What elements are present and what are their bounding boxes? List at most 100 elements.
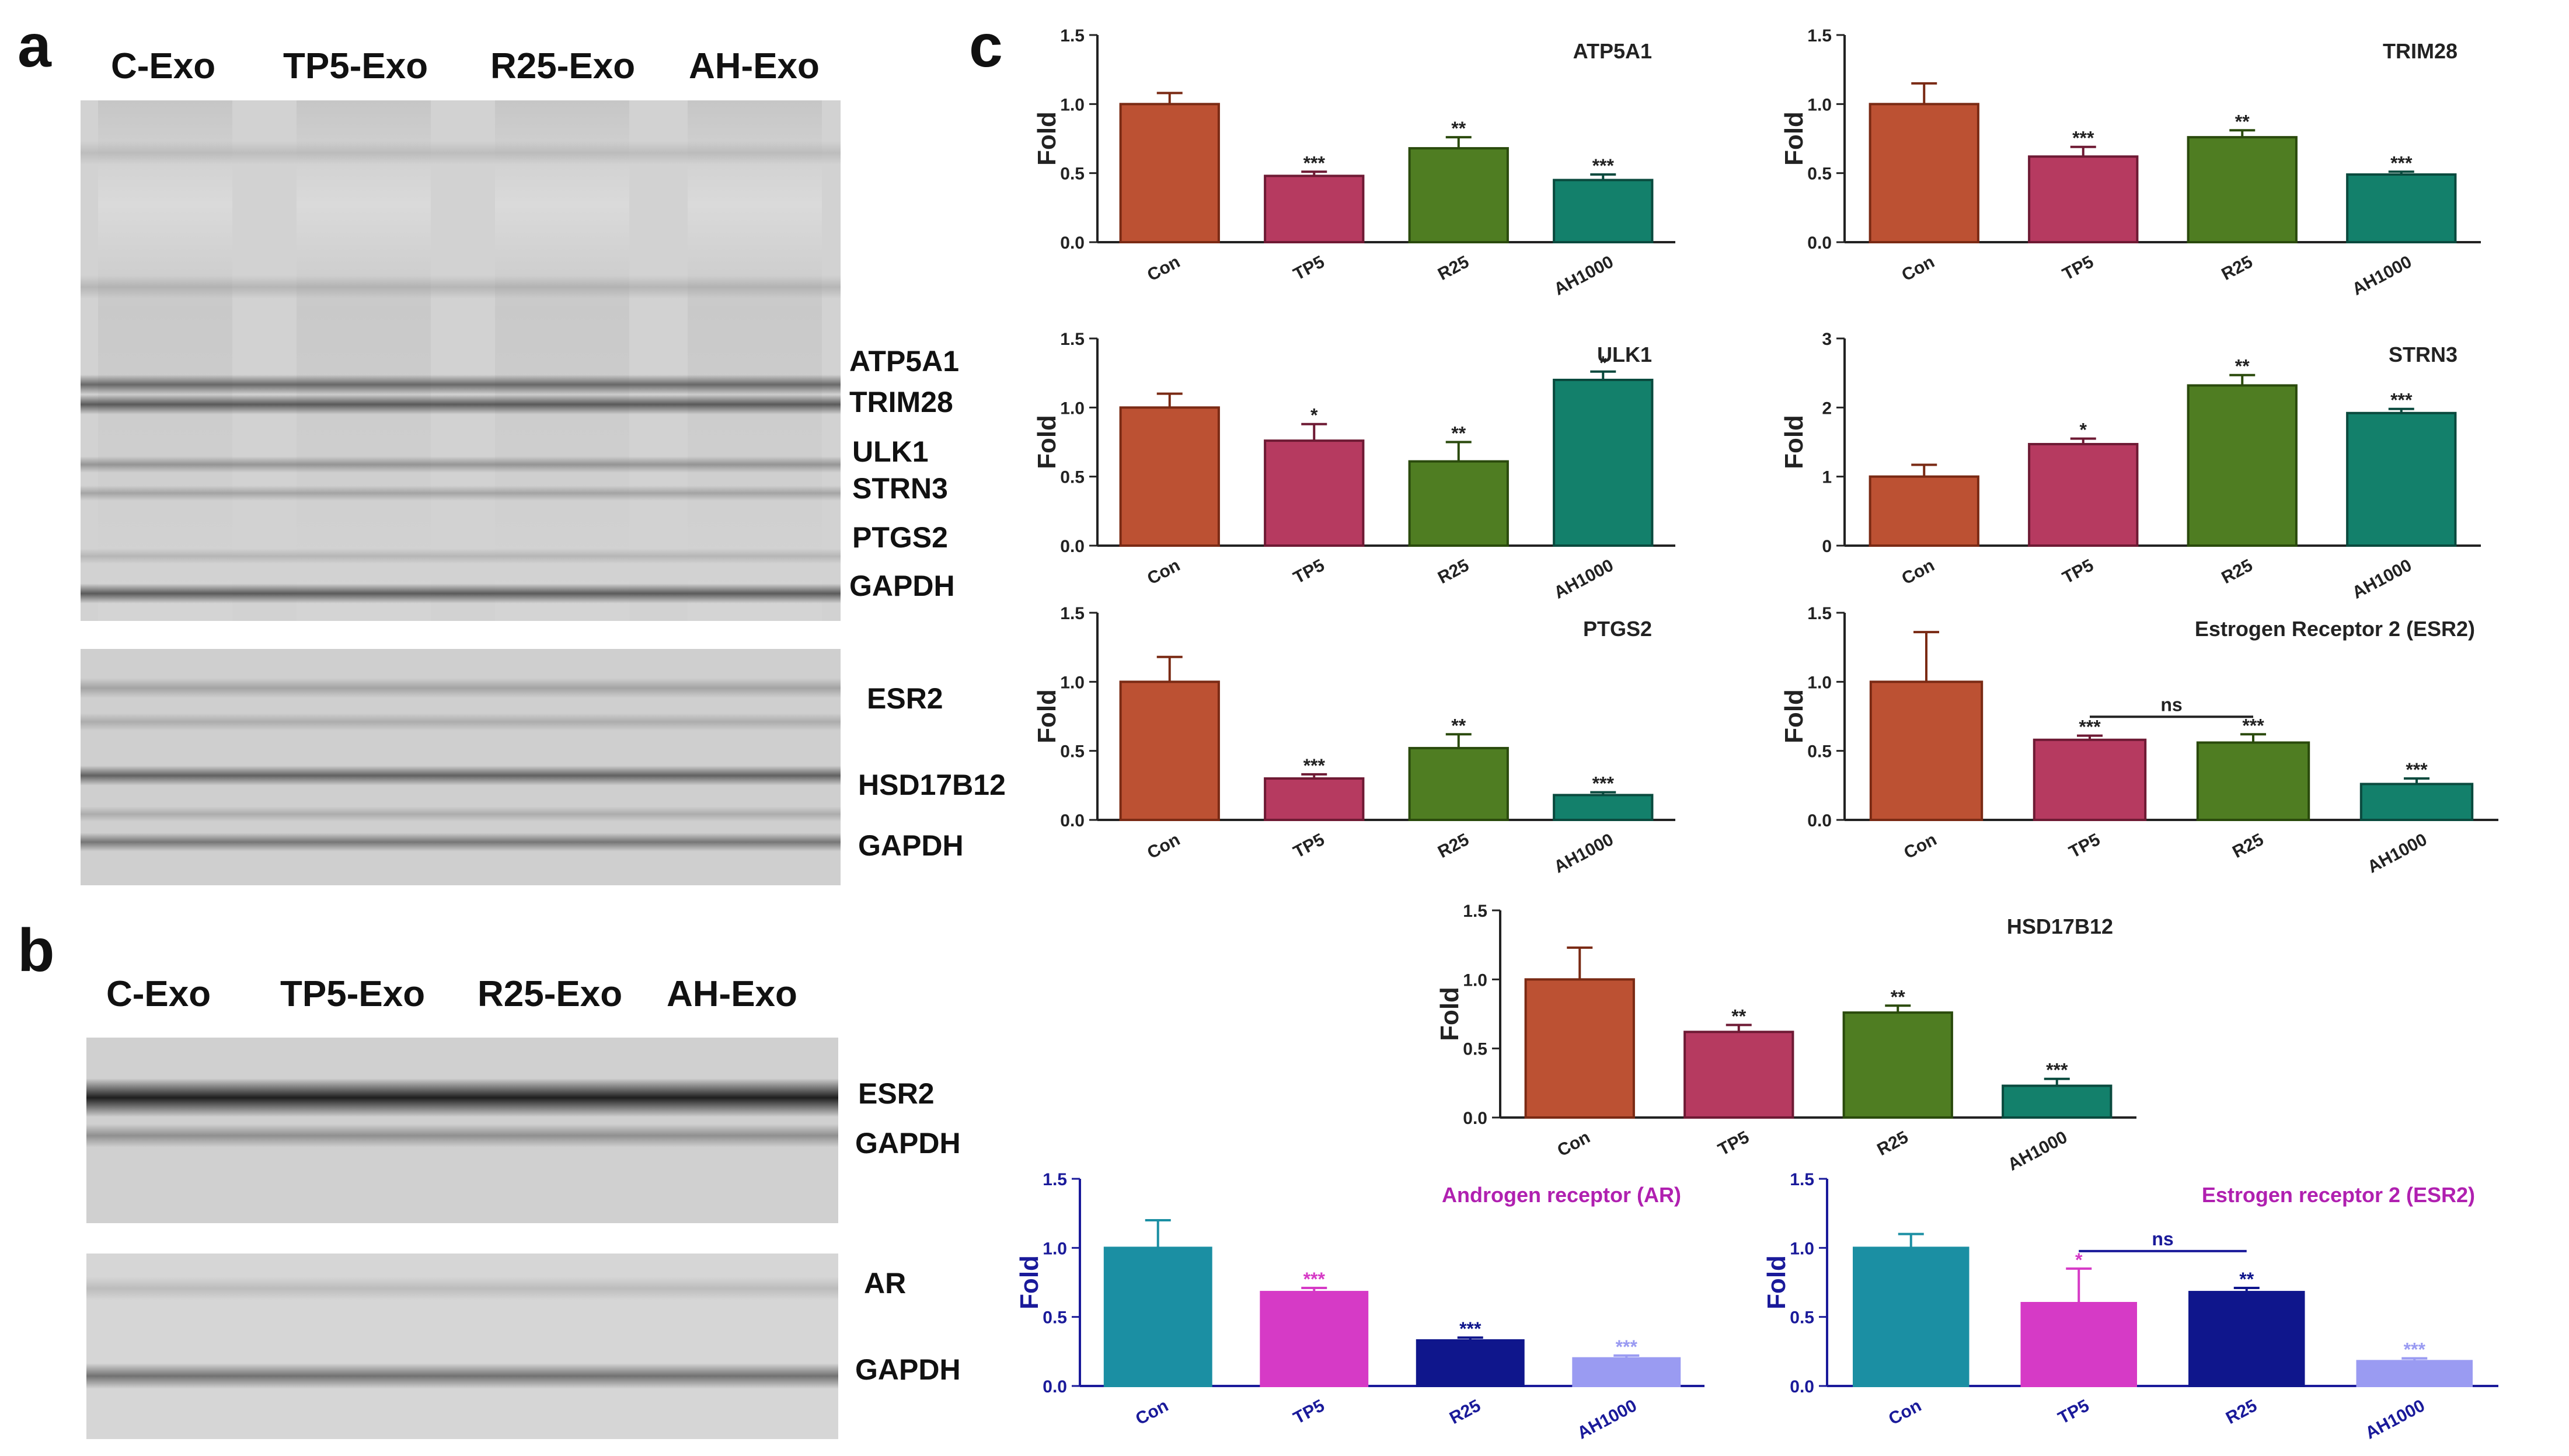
x-tick-label: Con bbox=[1899, 556, 1938, 589]
y-tick-label: 0.0 bbox=[1060, 811, 1085, 830]
chart-strn3: 0 1 2 3 Fold STRN3 Con * TP5 ** R25 *** AH1000 bbox=[1780, 330, 2481, 603]
x-tick-label: TP5 bbox=[2059, 556, 2097, 588]
significance-mark: *** bbox=[1592, 155, 1615, 176]
y-axis-label: Fold bbox=[1780, 111, 1808, 166]
y-tick-label: 3 bbox=[1822, 330, 1832, 349]
bar bbox=[1260, 1291, 1369, 1387]
chart-atp5a1: 0.0 0.5 1.0 1.5 Fold ATP5A1 Con *** TP5 ** R25 *** A… bbox=[1033, 26, 1675, 299]
band-label-atp5a1: ATP5A1 bbox=[849, 345, 960, 378]
x-tick-label: TP5 bbox=[1290, 252, 1327, 284]
significance-mark: * bbox=[2080, 420, 2087, 441]
lane-label-ah-exo: AH-Exo bbox=[689, 46, 820, 86]
x-tick-label: AH1000 bbox=[1551, 252, 1617, 299]
significance-mark: *** bbox=[2079, 717, 2101, 738]
x-tick-label: TP5 bbox=[1715, 1127, 1752, 1160]
x-tick-label: R25 bbox=[1435, 556, 1472, 588]
lane-label-c-exo: C-Exo bbox=[111, 46, 216, 86]
y-tick-label: 0.0 bbox=[1807, 811, 1832, 830]
x-tick-label: AH1000 bbox=[1551, 556, 1617, 603]
panel-letter-a: a bbox=[18, 12, 51, 80]
bar bbox=[2196, 741, 2310, 821]
chart-title: Androgen receptor (AR) bbox=[1442, 1183, 1681, 1207]
bar bbox=[1553, 179, 1654, 243]
lane-label-c-exo-b: C-Exo bbox=[106, 974, 211, 1014]
y-tick-label: 1.5 bbox=[1043, 1170, 1067, 1189]
x-tick-label: R25 bbox=[2223, 1396, 2260, 1428]
chart-trim28: 0.0 0.5 1.0 1.5 Fold TRIM28 Con *** TP5 ** R25 *** A… bbox=[1780, 26, 2481, 299]
bar bbox=[1119, 406, 1220, 547]
chart-title: HSD17B12 bbox=[2007, 914, 2113, 938]
gel-band bbox=[86, 1277, 838, 1300]
x-tick-label: R25 bbox=[1435, 252, 1472, 284]
gel-b-lower bbox=[86, 1254, 838, 1439]
ns-label: ns bbox=[2160, 694, 2182, 715]
y-tick-label: 1.0 bbox=[1463, 970, 1487, 990]
x-tick-label: AH1000 bbox=[2365, 830, 2431, 877]
band-label-gapdh-b2: GAPDH bbox=[855, 1353, 961, 1386]
y-tick-label: 0.5 bbox=[1790, 1308, 1814, 1328]
bar bbox=[1572, 1357, 1681, 1387]
x-tick-label: Con bbox=[1899, 252, 1938, 285]
gel-a-lower bbox=[81, 649, 841, 885]
chart-title: ULK1 bbox=[1597, 343, 1652, 366]
y-tick-label: 0.0 bbox=[1043, 1377, 1067, 1396]
y-tick-label: 0.5 bbox=[1060, 165, 1085, 184]
y-tick-label: 0.5 bbox=[1807, 742, 1832, 762]
significance-mark: *** bbox=[1303, 755, 1326, 776]
bar bbox=[1869, 475, 1979, 547]
bar bbox=[1103, 1246, 1212, 1387]
band-label-gapdh-b: GAPDH bbox=[855, 1127, 961, 1160]
x-tick-label: R25 bbox=[2229, 830, 2267, 862]
significance-mark: ** bbox=[1451, 423, 1466, 444]
significance-mark: *** bbox=[1616, 1336, 1638, 1357]
significance-mark: * bbox=[1310, 405, 1318, 426]
x-tick-label: AH1000 bbox=[2349, 252, 2415, 299]
bar bbox=[2028, 443, 2139, 547]
y-axis-label: Fold bbox=[1015, 1255, 1044, 1310]
bar bbox=[1408, 460, 1509, 547]
gel-band-trim28 bbox=[81, 394, 841, 414]
y-tick-label: 1.5 bbox=[1463, 902, 1487, 921]
significance-mark: * bbox=[2075, 1249, 2083, 1270]
chart-esr2: 0.0 0.5 1.0 1.5 Fold Estrogen Receptor 2 (ESR… bbox=[1780, 604, 2498, 877]
y-tick-label: 0 bbox=[1822, 537, 1832, 556]
y-tick-label: 0.5 bbox=[1807, 165, 1832, 184]
bar bbox=[2187, 136, 2298, 243]
panel-letter-c: c bbox=[969, 12, 1003, 80]
y-tick-label: 0.0 bbox=[1463, 1109, 1487, 1128]
significance-mark: ** bbox=[2235, 356, 2250, 377]
y-tick-label: 1.0 bbox=[1060, 95, 1085, 114]
x-tick-label: R25 bbox=[1435, 830, 1472, 862]
y-tick-label: 0.5 bbox=[1043, 1308, 1067, 1328]
bar bbox=[2028, 155, 2139, 243]
significance-mark: *** bbox=[2046, 1060, 2068, 1081]
bar bbox=[2002, 1084, 2113, 1119]
significance-mark: ** bbox=[1731, 1005, 1746, 1026]
y-tick-label: 1.5 bbox=[1807, 604, 1832, 623]
chart-ulk1: 0.0 0.5 1.0 1.5 Fold ULK1 Con * TP5 ** R25 * AH1000 bbox=[1033, 330, 1675, 603]
bar bbox=[1869, 103, 1979, 243]
band-label-esr2: ESR2 bbox=[867, 682, 943, 715]
lane-label-tp5-exo-b: TP5-Exo bbox=[280, 974, 426, 1014]
significance-mark: *** bbox=[2404, 1339, 2426, 1360]
gel-band bbox=[81, 806, 841, 822]
band-label-trim28: TRIM28 bbox=[849, 386, 953, 418]
y-tick-label: 0.5 bbox=[1060, 468, 1085, 487]
gel-lane bbox=[688, 100, 822, 621]
bar bbox=[2356, 1360, 2473, 1387]
band-label-hsd17b12: HSD17B12 bbox=[858, 769, 1006, 801]
y-axis-label: Fold bbox=[1780, 689, 1808, 743]
bar bbox=[1842, 1011, 1953, 1119]
gel-band-strn3 bbox=[81, 486, 841, 501]
band-label-gapdh-2: GAPDH bbox=[858, 829, 964, 862]
x-tick-label: TP5 bbox=[2055, 1396, 2092, 1428]
y-tick-label: 1.0 bbox=[1807, 673, 1832, 692]
y-axis-label: Fold bbox=[1435, 987, 1464, 1041]
gel-b-upper bbox=[86, 1038, 838, 1223]
x-tick-label: R25 bbox=[1874, 1127, 1911, 1160]
y-tick-label: 0.0 bbox=[1060, 233, 1085, 253]
y-axis-label: Fold bbox=[1033, 415, 1061, 469]
bar bbox=[2033, 738, 2147, 821]
bar bbox=[1553, 379, 1654, 547]
lane-label-r25-exo-b: R25-Exo bbox=[477, 974, 623, 1014]
